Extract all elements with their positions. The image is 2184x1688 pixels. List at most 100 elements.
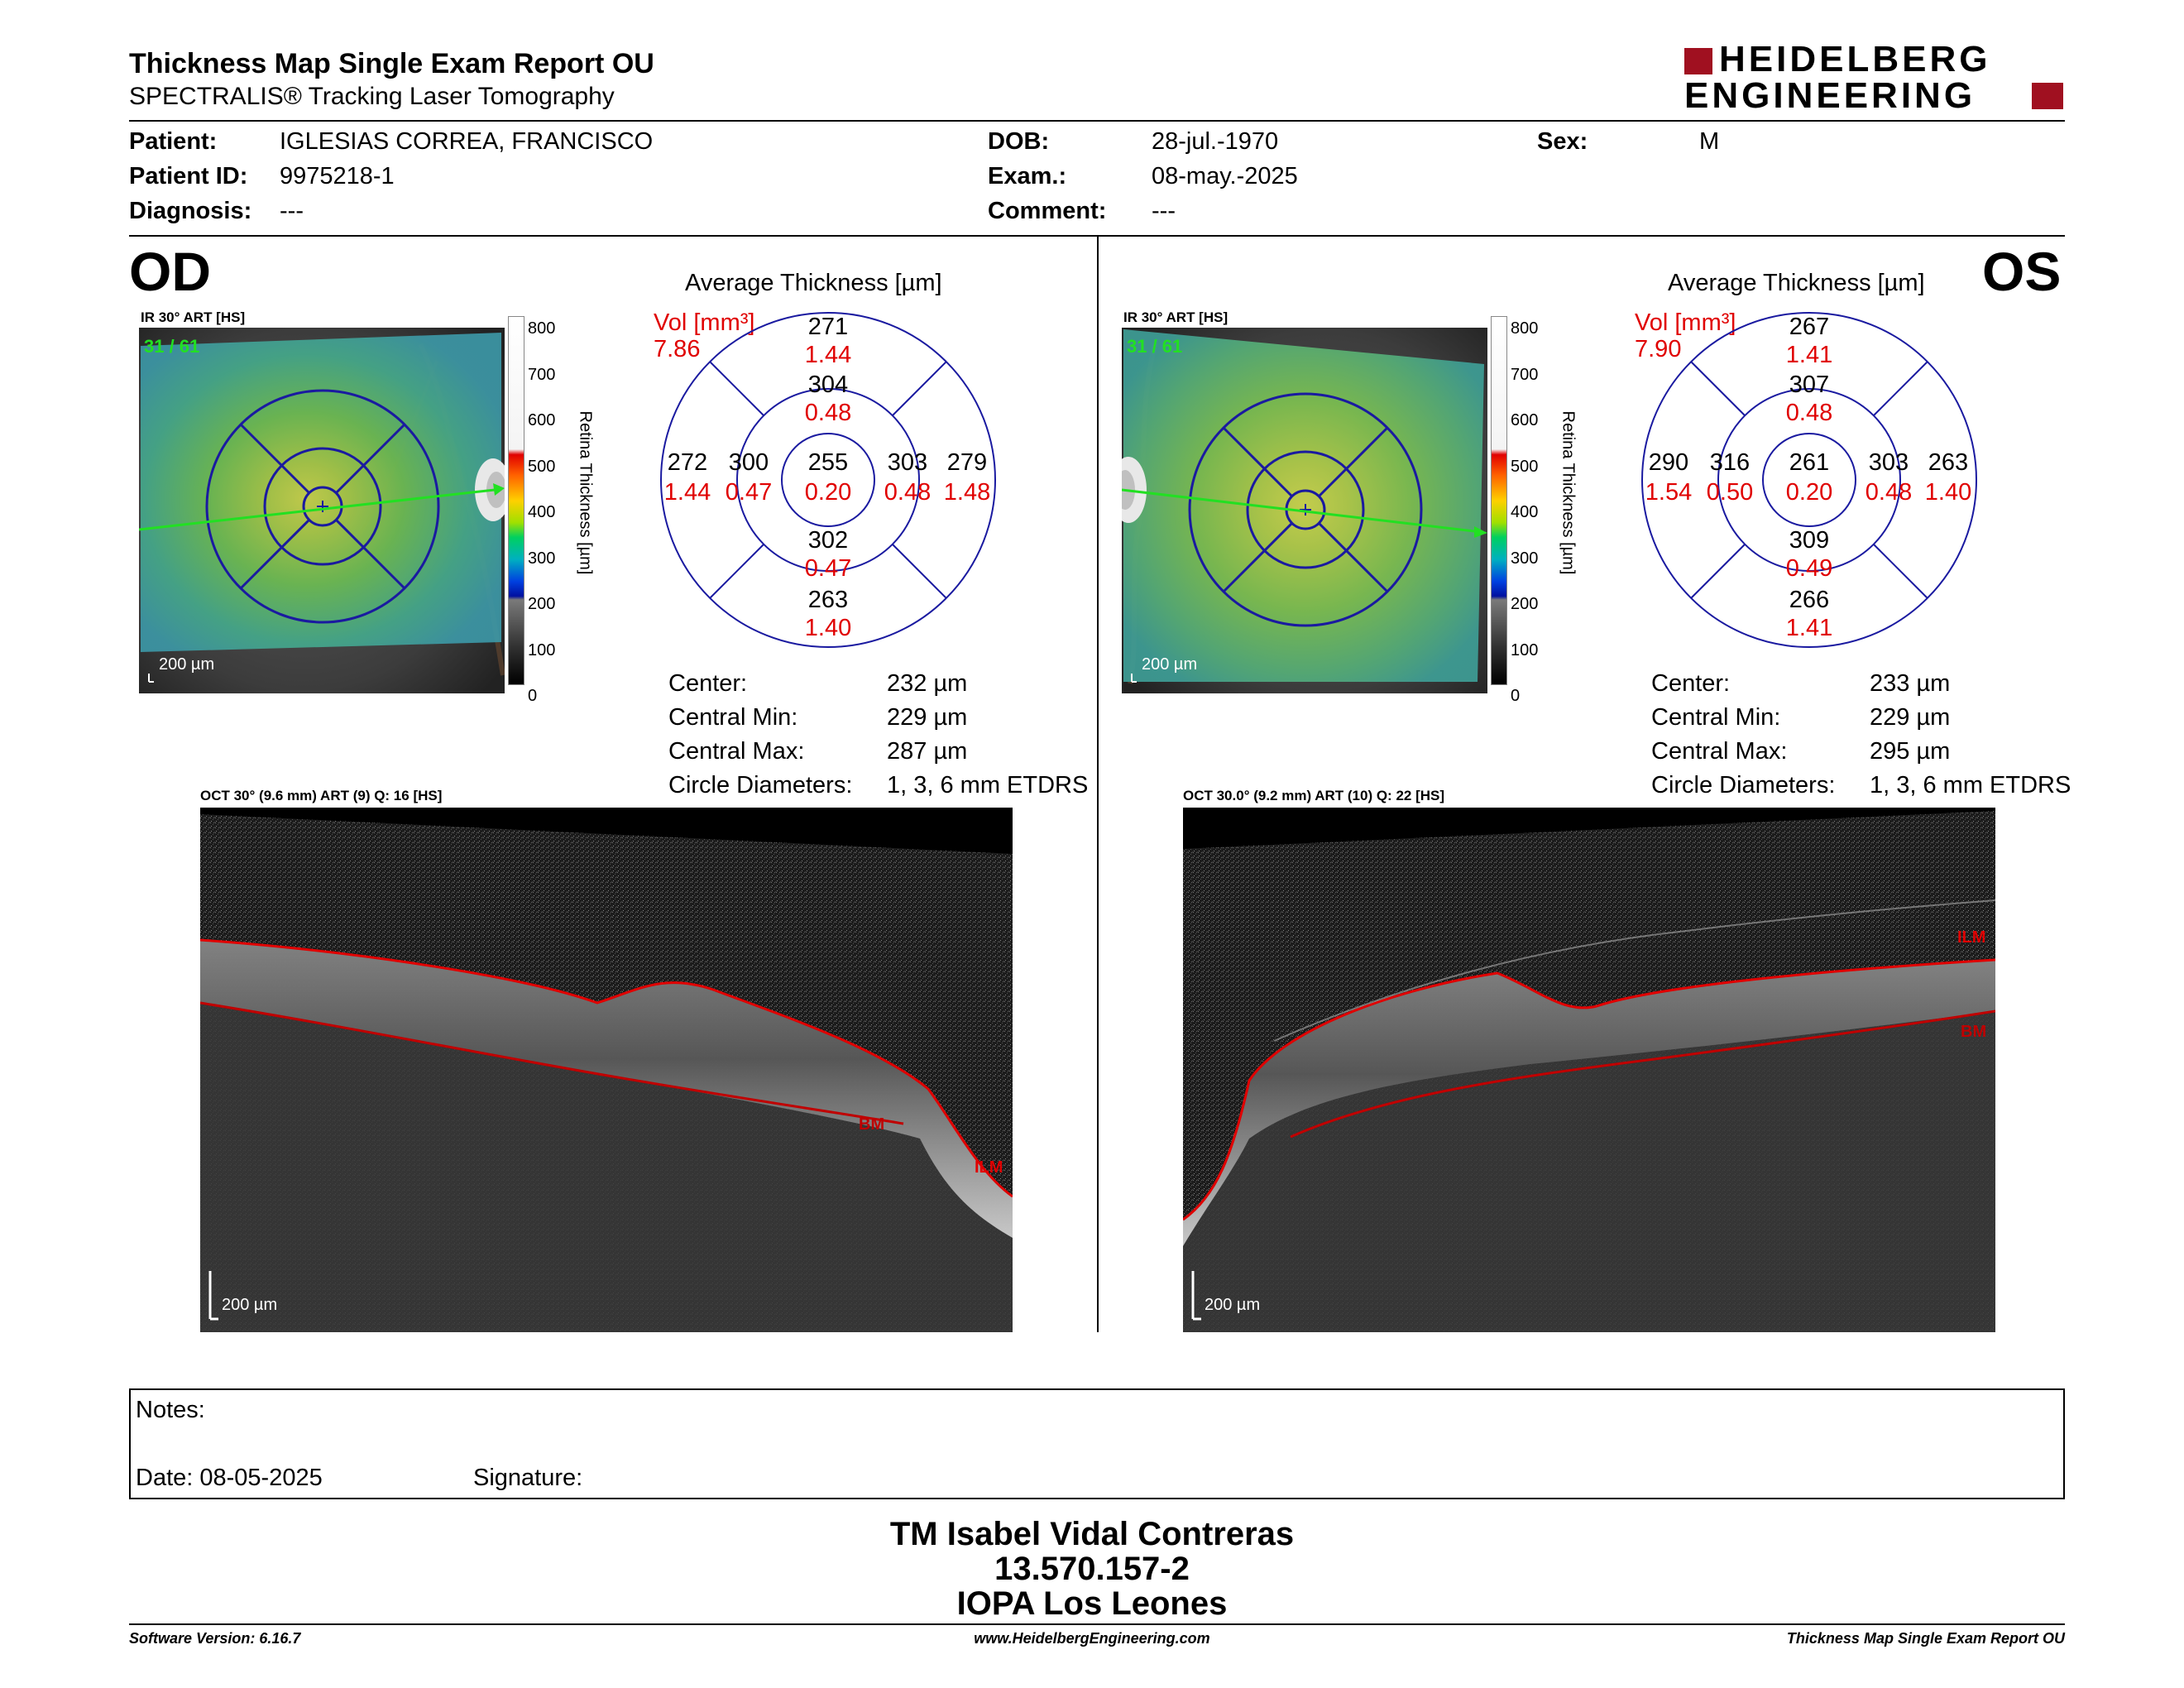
os-colorbar-ticks: 800 700 600 500 400 300 200 100 0 [1511,319,1539,705]
os-inner-right-thickness: 303 [1868,449,1909,476]
os-eye-label: OS [1982,241,2062,302]
eye-divider [1097,237,1099,1332]
od-circ-label: Circle Diameters: [668,772,853,798]
os-cmax-value: 295 µm [1870,738,1951,765]
os-outer-sup-volume: 1.41 [1785,342,1833,368]
os-outer-inf-volume: 1.41 [1785,615,1833,641]
os-outer-right-thickness: 263 [1928,449,1969,476]
od-inner-left-volume: 0.47 [725,479,773,506]
os-oct-scale: 200 µm [1205,1296,1261,1314]
od-ir-counter: 31 / 61 [144,336,200,357]
os-ir-label: IR 30° ART [HS] [1123,309,1228,325]
os-thickness-map: 31 / 61 200 µm [1110,328,1487,693]
notes-label: Notes: [136,1397,205,1423]
diagnosis-label: Diagnosis: [129,198,252,224]
notes-box[interactable]: Notes: Date: 08-05-2025 Signature: [129,1388,2065,1499]
od-map-scale: 200 µm [159,655,215,674]
os-circ-label: Circle Diameters: [1651,772,1836,798]
os-outer-right-volume: 1.40 [1924,479,1972,506]
heidelberg-logo: HEIDELBERG ENGINEERING [1684,41,2065,116]
patient-id: 9975218-1 [280,163,395,189]
od-etdrs-grid: 271 1.44 304 0.48 255 0.20 272 1.44 300 … [659,310,998,650]
od-avg-title: Average Thickness [µm] [685,270,942,296]
os-vol-label: Vol [mm³] [1635,309,1736,336]
signoff-rut: 13.570.157-2 [994,1551,1190,1587]
sex-value: M [1699,128,1720,155]
logo-line1: HEIDELBERG [1719,39,1991,79]
os-ir-counter: 31 / 61 [1127,336,1183,357]
exam-value: 08-may.-2025 [1152,163,1298,189]
website-link[interactable]: www.HeidelbergEngineering.com [974,1630,1210,1647]
os-cmax-label: Central Max: [1651,738,1788,765]
os-outer-inf-thickness: 266 [1789,587,1830,613]
signature-label: Signature: [473,1465,583,1491]
od-colorbar-title: Retina Thickness [µm] [576,410,595,575]
od-outer-inf-volume: 1.40 [804,615,852,641]
os-colorbar: 800 700 600 500 400 300 200 100 0 Retina Thickne… [1491,316,1582,705]
sex-label: Sex: [1537,128,1588,155]
os-center-value: 233 µm [1870,670,1951,697]
od-inner-left-thickness: 300 [728,449,769,476]
comment-value: --- [1152,198,1176,224]
os-outer-left-thickness: 290 [1648,449,1689,476]
os-inner-right-volume: 0.48 [1865,479,1913,506]
od-inner-right-thickness: 303 [887,449,928,476]
os-bm-label: BM [1961,1023,1987,1041]
od-center-thickness: 255 [807,449,849,476]
od-outer-sup-thickness: 271 [807,314,849,340]
od-bm-label: BM [859,1115,885,1134]
os-cmin-label: Central Min: [1651,704,1781,731]
od-outer-left-thickness: 272 [667,449,708,476]
od-ilm-label: ILM [975,1158,1003,1177]
od-center-volume: 0.20 [804,479,852,506]
od-cmax-label: Central Max: [668,738,805,765]
od-eye-label: OD [129,241,211,302]
patient-name: IGLESIAS CORREA, FRANCISCO [280,128,654,155]
od-outer-right-volume: 1.48 [943,479,991,506]
os-inner-inf-thickness: 309 [1789,527,1830,554]
od-colorbar-ticks: 800 700 600 500 400 300 200 100 0 [528,319,556,705]
os-outer-left-volume: 1.54 [1645,479,1693,506]
od-vol-label: Vol [mm³] [654,309,755,336]
od-inner-sup-volume: 0.48 [804,400,852,426]
os-cmin-value: 229 µm [1870,704,1951,731]
od-ir-label: IR 30° ART [HS] [141,309,246,325]
patient-id-label: Patient ID: [129,163,248,189]
os-colorbar-title: Retina Thickness [µm] [1559,410,1578,575]
os-circ-value: 1, 3, 6 mm ETDRS [1870,772,2071,798]
od-circ-value: 1, 3, 6 mm ETDRS [887,772,1089,798]
os-inner-left-thickness: 316 [1709,449,1751,476]
os-oct-bscan: ILM BM 200 µm [1182,808,1996,1332]
od-colorbar: 800 700 600 500 400 300 200 100 0 Retina Thickne… [508,316,599,705]
comment-label: Comment: [988,198,1107,224]
od-cmin-label: Central Min: [668,704,798,731]
dob-value: 28-jul.-1970 [1152,128,1279,155]
dob-label: DOB: [988,128,1050,155]
od-outer-left-volume: 1.44 [663,479,711,506]
od-oct-bscan: BM ILM 200 µm [199,808,1013,1332]
od-cmin-value: 229 µm [887,704,968,731]
exam-label: Exam.: [988,163,1067,189]
footer-report-name: Thickness Map Single Exam Report OU [1786,1630,2065,1647]
patient-label: Patient: [129,128,218,155]
od-inner-right-volume: 0.48 [884,479,932,506]
os-center-thickness: 261 [1789,449,1830,476]
od-thickness-map: 31 / 61 200 µm [138,328,511,693]
od-inner-inf-volume: 0.47 [804,555,852,582]
os-avg-title: Average Thickness [µm] [1668,270,1925,296]
od-inner-inf-thickness: 302 [807,527,849,554]
os-inner-inf-volume: 0.49 [1785,555,1833,582]
software-version: Software Version: 6.16.7 [129,1630,301,1647]
os-inner-sup-thickness: 307 [1789,372,1830,398]
os-oct-label: OCT 30.0° (9.2 mm) ART (10) Q: 22 [HS] [1183,788,1445,803]
diagnosis-value: --- [280,198,304,224]
os-inner-sup-volume: 0.48 [1785,400,1833,426]
os-inner-left-volume: 0.50 [1706,479,1754,506]
od-cmax-value: 287 µm [887,738,968,765]
os-outer-sup-thickness: 267 [1789,314,1830,340]
report-subtitle: SPECTRALIS® Tracking Laser Tomography [129,83,615,110]
os-center-label: Center: [1651,670,1731,697]
os-etdrs-grid: 267 1.41 307 0.48 261 0.20 290 1.54 316 … [1640,310,1979,650]
od-center-label: Center: [668,670,748,697]
logo-line2: ENGINEERING [1684,75,1976,116]
